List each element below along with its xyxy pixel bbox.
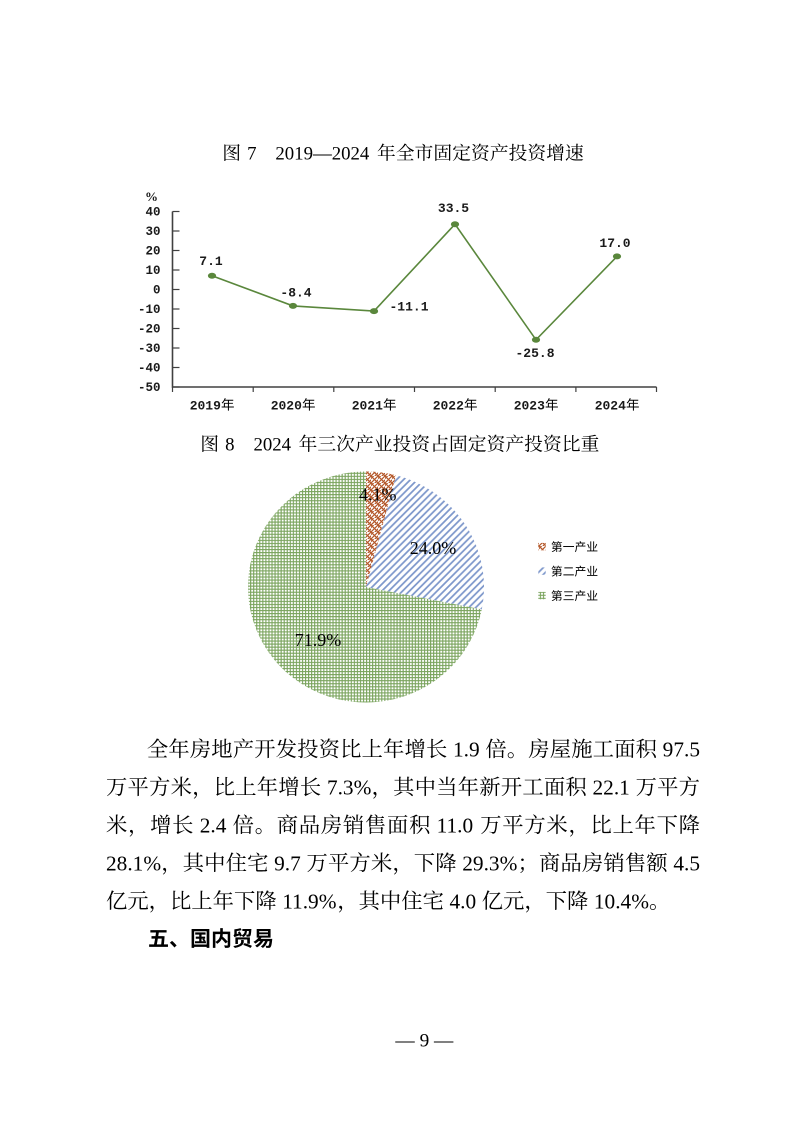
svg-text:—: — [433,1031,454,1052]
svg-text:71.9%: 71.9% [295,630,342,650]
svg-text:30: 30 [145,225,160,239]
svg-text:2021: 2021 [352,399,383,414]
svg-text:24.0%: 24.0% [410,538,457,558]
svg-text:22.1: 22.1 [593,775,630,799]
svg-text:-40: -40 [138,362,161,376]
svg-text:-10: -10 [138,303,161,317]
svg-text:2019: 2019 [190,399,221,414]
svg-text:11.0: 11.0 [437,813,474,837]
svg-text:17.0: 17.0 [599,236,630,251]
svg-text:0: 0 [153,284,161,298]
svg-text:7.1: 7.1 [199,254,223,269]
svg-text:2024: 2024 [595,399,626,414]
svg-text:2023: 2023 [514,399,545,414]
svg-text:-8.4: -8.4 [280,286,311,301]
svg-text:2019—2024: 2019—2024 [275,144,370,165]
svg-text:-11.1: -11.1 [389,300,428,315]
svg-text:9: 9 [420,1031,430,1052]
svg-text:-25.8: -25.8 [515,346,554,361]
svg-text:4.0: 4.0 [449,889,476,913]
svg-text:10.4%: 10.4% [594,889,649,913]
svg-text:4.5: 4.5 [673,851,700,875]
svg-text:7.3%: 7.3% [327,775,372,799]
svg-text:4.1%: 4.1% [359,485,397,505]
svg-text:2022: 2022 [433,399,464,414]
svg-text:-20: -20 [138,323,161,337]
svg-text:33.5: 33.5 [438,201,469,216]
svg-text:2.4: 2.4 [200,813,227,837]
svg-text:2020: 2020 [271,399,302,414]
svg-text:—: — [394,1031,415,1052]
svg-text:28.1%: 28.1% [106,851,161,875]
svg-text:9.7: 9.7 [274,851,301,875]
svg-text:11.9%: 11.9% [282,889,337,913]
svg-text:-50: -50 [138,381,161,395]
svg-text:7: 7 [247,144,256,165]
svg-text:-30: -30 [138,342,161,356]
svg-text:2024: 2024 [254,435,292,456]
svg-text:1.9: 1.9 [453,738,480,762]
svg-text:20: 20 [145,245,160,259]
svg-text:29.3%: 29.3% [462,851,517,875]
svg-text:40: 40 [145,206,160,220]
svg-text:97.5: 97.5 [663,738,700,762]
svg-text:10: 10 [145,264,160,278]
svg-text:%: % [145,189,158,204]
svg-text:8: 8 [225,435,234,456]
